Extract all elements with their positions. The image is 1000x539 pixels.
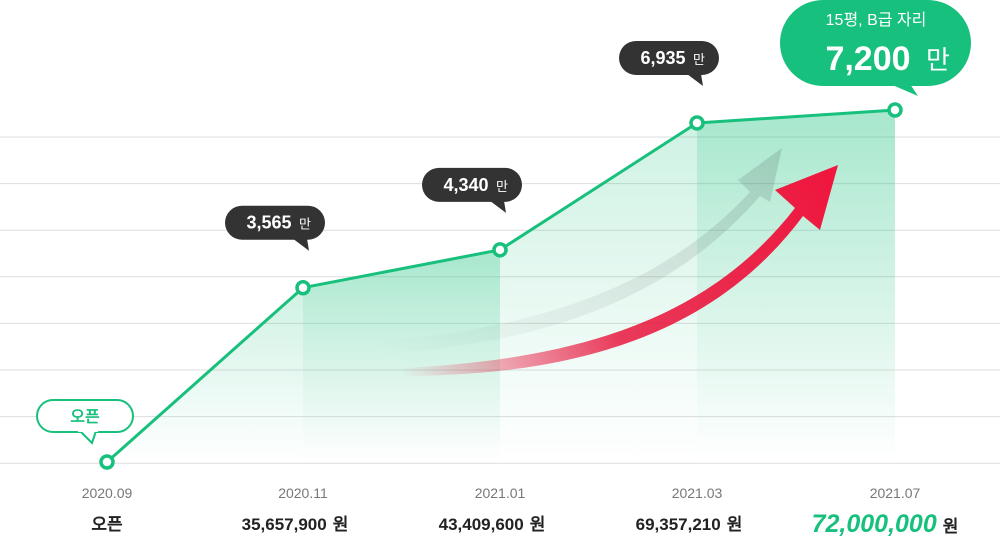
x-value-number: 69,357,210 [636,515,721,534]
arrow-shadow [370,148,782,354]
data-point [99,454,115,470]
x-value-number: 72,000,000 [812,510,937,538]
x-tick-label: 2020.11 [278,485,328,501]
highlight-value: 7,200 [825,40,910,78]
value-callout-box [619,40,719,75]
value-callout-unit: 만 [496,179,508,194]
x-tick-label: 2020.09 [82,485,133,501]
value-callout-number: 3,565 [246,213,291,233]
x-axis: 2020.09 2020.11 2021.01 2021.03 2021.07 오픈 35,… [82,485,959,538]
x-value-unit: 원 [530,515,546,534]
value-callout-box [225,205,325,240]
value-callout-unit: 만 [299,217,311,232]
highlight-callout-tail [890,84,918,96]
x-value-number: 35,657,900 [242,515,327,534]
start-callout-tail [79,430,97,445]
x-value-label: 43,409,600 원 [439,515,546,534]
data-points [99,102,903,470]
highlight-unit: 만 [926,45,950,75]
area-segment [500,122,697,462]
arrow-shape [400,165,838,376]
value-callout: 3,565 만 [225,205,325,251]
data-point [492,242,508,258]
value-callout-unit: 만 [693,52,705,67]
x-tick-label: 2021.01 [475,485,526,501]
area-segment [303,249,500,462]
x-value-unit: 원 [727,515,743,534]
value-callouts: 오픈 3,565 만 4,340 만 6,935 만 15평, B급 자리 7,200 만 [36,0,971,445]
x-value-label: 69,357,210 원 [636,515,743,534]
value-callout-box [422,167,522,202]
value-callout-tail [293,238,309,251]
x-value-number: 43,409,600 [439,515,524,534]
x-value-label: 오픈 [91,515,123,534]
value-callout: 4,340 만 [422,167,522,213]
highlight-callout: 15평, B급 자리 7,200 만 [780,0,971,96]
highlight-caption: 15평, B급 자리 [826,11,927,29]
growth-arrow [370,148,838,376]
value-callout-tail [490,200,506,213]
start-callout-label: 오픈 [70,408,100,426]
x-value-label: 35,657,900 원 [242,515,349,534]
value-callout: 6,935 만 [619,40,719,86]
value-callout-number: 6,935 [640,48,685,68]
value-callout-tail [687,73,703,86]
x-tick-label: 2021.07 [870,485,921,501]
x-value-unit: 원 [333,515,349,534]
x-value-unit: 원 [943,517,959,536]
data-point [887,102,903,118]
value-callout-number: 4,340 [443,175,488,195]
x-value-label: 72,000,000 원 [812,510,959,538]
x-tick-label: 2021.03 [672,485,723,501]
data-point [689,115,705,131]
start-callout: 오픈 [36,399,134,445]
highlight-callout-box [780,0,971,86]
data-point [295,279,311,296]
